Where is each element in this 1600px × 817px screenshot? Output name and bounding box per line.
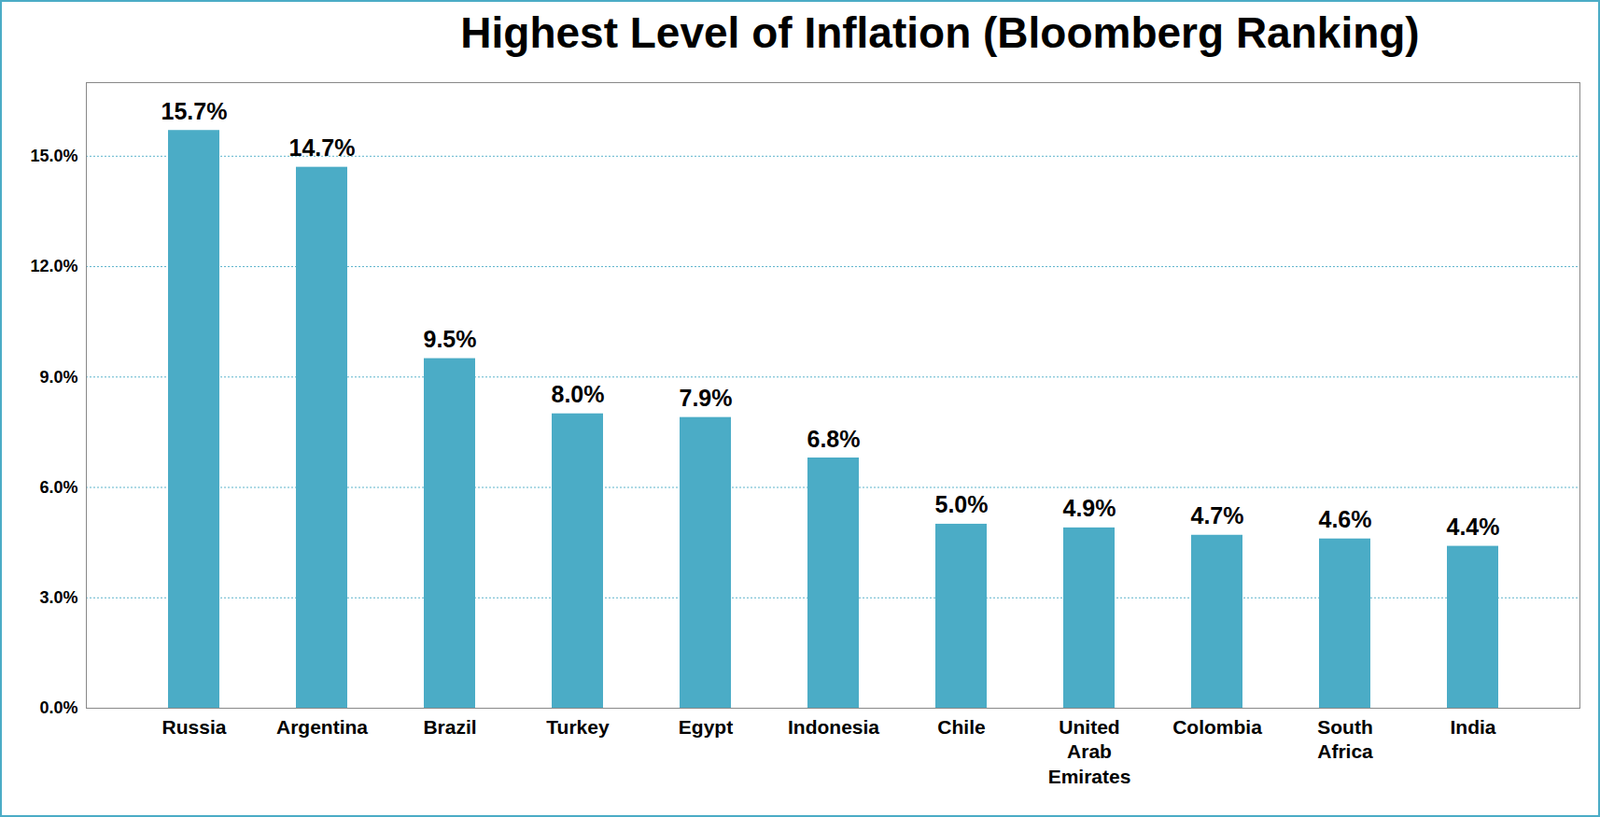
svg-text:Colombia: Colombia	[1172, 715, 1263, 738]
svg-text:9.0%: 9.0%	[39, 367, 78, 387]
svg-text:14.7%: 14.7%	[289, 134, 356, 161]
svg-text:3.0%: 3.0%	[39, 588, 78, 607]
svg-text:4.6%: 4.6%	[1319, 505, 1373, 533]
svg-text:4.9%: 4.9%	[1063, 494, 1117, 521]
svg-text:Argentina: Argentina	[276, 715, 368, 738]
svg-text:4.7%: 4.7%	[1191, 502, 1245, 529]
svg-text:8.0%: 8.0%	[551, 380, 605, 408]
svg-text:15.7%: 15.7%	[161, 98, 228, 125]
svg-text:Chile: Chile	[937, 715, 985, 738]
svg-text:SouthAfrica: SouthAfrica	[1317, 715, 1374, 762]
svg-text:4.4%: 4.4%	[1446, 513, 1501, 540]
svg-text:12.0%: 12.0%	[29, 256, 78, 276]
html-text:Highest Level of Inflation (Bl: Highest Level of Inflation (Bloomberg Ra…	[460, 8, 1420, 57]
svg-text:Indonesia: Indonesia	[787, 715, 880, 738]
svg-text:Egypt: Egypt	[678, 715, 733, 738]
svg-text:0.0%: 0.0%	[39, 698, 78, 717]
svg-text:15.0%: 15.0%	[29, 146, 78, 166]
svg-text:6.0%: 6.0%	[39, 477, 78, 497]
svg-text:7.9%: 7.9%	[679, 384, 733, 411]
svg-text:India: India	[1449, 715, 1496, 738]
svg-text:5.0%: 5.0%	[935, 491, 989, 518]
svg-text:Turkey: Turkey	[546, 715, 610, 738]
svg-text:6.8%: 6.8%	[807, 425, 861, 452]
svg-text:UnitedArabEmirates: UnitedArabEmirates	[1048, 715, 1132, 787]
svg-text:9.5%: 9.5%	[423, 325, 478, 352]
svg-text:Russia: Russia	[162, 715, 227, 738]
svg-text:Brazil: Brazil	[422, 715, 477, 738]
